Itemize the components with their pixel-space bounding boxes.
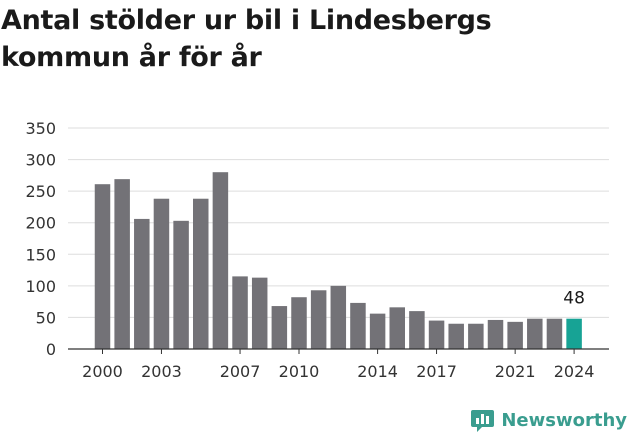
bar-2003 — [153, 198, 170, 349]
y-tick-label: 100 — [25, 277, 56, 296]
y-tick-label: 50 — [36, 308, 56, 327]
bar-2015 — [389, 307, 405, 349]
data-label: 48 — [563, 289, 585, 309]
x-tick-label: 2007 — [220, 362, 261, 381]
bar-2008 — [251, 277, 268, 349]
y-tick-label: 350 — [25, 119, 56, 138]
bar-2017 — [428, 320, 445, 349]
brand-name: Newsworthy — [501, 410, 627, 431]
bar-2024 — [566, 318, 582, 349]
brand: Newsworthy — [470, 408, 627, 433]
bar-2014 — [369, 313, 386, 349]
x-tick-label: 2003 — [141, 362, 182, 381]
y-tick-label: 150 — [25, 245, 56, 264]
bar-2004 — [173, 220, 189, 349]
y-tick-label: 200 — [25, 214, 56, 233]
y-tick-label: 300 — [25, 151, 56, 170]
x-tick-label: 2014 — [357, 362, 398, 381]
y-tick-label: 250 — [25, 182, 56, 201]
y-tick-label: 0 — [46, 340, 56, 359]
bar-2001 — [114, 179, 130, 349]
bar-2022 — [527, 318, 543, 349]
bar-2010 — [291, 297, 307, 349]
bar-2016 — [409, 311, 425, 349]
x-tick-label: 2010 — [279, 362, 320, 381]
newsworthy-logo-icon — [471, 410, 495, 432]
bar-2013 — [350, 302, 366, 349]
bar-2006 — [212, 172, 229, 349]
bar-2009 — [271, 306, 288, 349]
bar-2019 — [468, 323, 484, 349]
bar-2023 — [546, 318, 563, 349]
bar-2021 — [507, 321, 523, 349]
bar-2002 — [134, 218, 150, 349]
x-tick-label: 2021 — [495, 362, 536, 381]
bar-2012 — [330, 285, 347, 349]
bar-2020 — [487, 319, 504, 349]
x-tick-label: 2017 — [416, 362, 457, 381]
bar-2011 — [310, 290, 327, 349]
bar-2007 — [232, 276, 248, 349]
bar-2005 — [193, 198, 209, 349]
x-tick-label: 2000 — [82, 362, 123, 381]
chart-title: Antal stölder ur bil i Lindesbergs kommu… — [1, 5, 492, 73]
bar-2000 — [94, 184, 111, 349]
x-tick-label: 2024 — [554, 362, 595, 381]
bar-2018 — [448, 323, 464, 349]
